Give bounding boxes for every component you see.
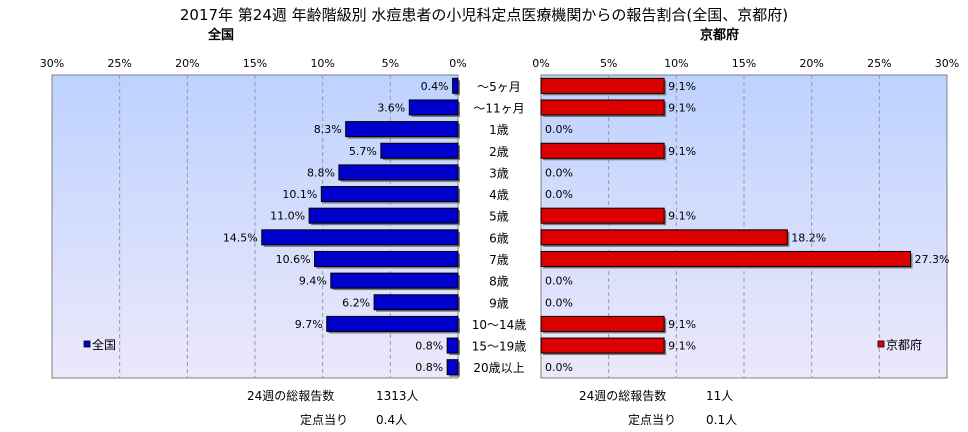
data-label-1-3: 9.1% <box>668 145 696 158</box>
data-label-1-7: 18.2% <box>791 231 826 244</box>
kyoto-total-label: 24週の総報告数 <box>579 389 667 403</box>
data-label-0-2: 8.3% <box>314 123 342 136</box>
kyoto-per-label: 定点当り <box>628 413 677 427</box>
category-label-5: 4歳 <box>489 188 509 202</box>
data-label-1-9: 0.0% <box>545 275 573 288</box>
tick-label-0-6: 30% <box>40 57 64 70</box>
national-per-label: 定点当り <box>300 413 349 427</box>
bar-1-8 <box>540 250 911 267</box>
bar-0-13 <box>446 359 459 376</box>
national-total-value: 1313人 <box>376 389 419 403</box>
category-label-2: 1歳 <box>489 123 509 137</box>
tick-label-0-0: 0% <box>449 57 466 70</box>
bar-0-12 <box>446 337 459 354</box>
category-label-7: 6歳 <box>489 231 509 245</box>
legend-label-0: 全国 <box>92 337 116 352</box>
category-label-13: 20歳以上 <box>473 361 524 375</box>
data-label-0-8: 10.6% <box>276 253 311 266</box>
national-total-label: 24週の総報告数 <box>247 389 335 403</box>
data-label-1-5: 0.0% <box>545 188 573 201</box>
bar-0-8 <box>314 250 459 267</box>
bar-0-2 <box>345 121 459 138</box>
data-label-0-10: 6.2% <box>342 296 370 309</box>
bar-1-0 <box>540 77 665 94</box>
data-label-0-9: 9.4% <box>299 275 327 288</box>
bar-0-1 <box>408 99 459 116</box>
data-label-1-13: 0.0% <box>545 361 573 374</box>
bar-0-0 <box>452 77 459 94</box>
bar-0-6 <box>308 207 459 224</box>
bar-1-11 <box>540 315 665 332</box>
bar-0-5 <box>320 186 459 203</box>
category-label-8: 7歳 <box>489 253 509 267</box>
data-label-0-4: 8.8% <box>307 166 335 179</box>
bar-1-3 <box>540 142 665 159</box>
left-panel-title: 全国 <box>208 28 235 43</box>
bar-1-12 <box>540 337 665 354</box>
legend-marker-1 <box>877 340 885 348</box>
tick-label-1-3: 15% <box>732 57 756 70</box>
bar-0-9 <box>330 272 459 289</box>
category-label-11: 10～14歳 <box>472 318 527 332</box>
tick-label-1-2: 10% <box>664 57 688 70</box>
bar-1-6 <box>540 207 665 224</box>
category-label-12: 15～19歳 <box>472 340 527 354</box>
bar-0-10 <box>373 294 459 311</box>
data-label-1-11: 9.1% <box>668 318 696 331</box>
data-label-1-6: 9.1% <box>668 210 696 223</box>
tick-label-1-6: 30% <box>935 57 959 70</box>
chart-title: 2017年 第24週 年齢階級別 水痘患者の小児科定点医療機関からの報告割合(全… <box>179 6 789 24</box>
tick-label-0-4: 20% <box>175 57 199 70</box>
data-label-1-8: 27.3% <box>914 253 949 266</box>
bar-0-4 <box>338 164 459 181</box>
data-label-1-12: 9.1% <box>668 340 696 353</box>
category-label-9: 8歳 <box>489 275 509 289</box>
tick-label-0-5: 25% <box>107 57 131 70</box>
legend-marker-0 <box>83 340 91 348</box>
data-label-0-3: 5.7% <box>349 145 377 158</box>
category-label-1: ～11ヶ月 <box>473 101 524 115</box>
bar-0-3 <box>380 142 459 159</box>
category-label-10: 9歳 <box>489 296 509 310</box>
category-label-0: ～5ヶ月 <box>477 80 521 94</box>
category-label-3: 2歳 <box>489 145 509 159</box>
tick-label-0-3: 15% <box>243 57 267 70</box>
data-label-1-10: 0.0% <box>545 296 573 309</box>
data-label-0-12: 0.8% <box>415 340 443 353</box>
legend-label-1: 京都府 <box>886 337 922 352</box>
data-label-1-4: 0.0% <box>545 166 573 179</box>
right-panel-title: 京都府 <box>700 28 740 43</box>
data-label-0-11: 9.7% <box>295 318 323 331</box>
tick-label-0-1: 5% <box>382 57 399 70</box>
data-label-0-1: 3.6% <box>377 101 405 114</box>
tick-label-1-5: 25% <box>867 57 891 70</box>
tick-label-0-2: 10% <box>310 57 334 70</box>
tick-label-1-1: 5% <box>600 57 617 70</box>
data-label-1-0: 9.1% <box>668 80 696 93</box>
data-label-1-1: 9.1% <box>668 101 696 114</box>
data-label-0-6: 11.0% <box>270 210 305 223</box>
data-label-0-7: 14.5% <box>223 231 258 244</box>
category-label-4: 3歳 <box>489 166 509 180</box>
kyoto-per-value: 0.1人 <box>706 413 738 427</box>
bar-1-1 <box>540 99 665 116</box>
tick-label-1-0: 0% <box>532 57 549 70</box>
bar-0-11 <box>326 315 459 332</box>
tick-label-1-4: 20% <box>799 57 823 70</box>
category-label-6: 5歳 <box>489 210 509 224</box>
data-label-0-13: 0.8% <box>415 361 443 374</box>
data-label-0-5: 10.1% <box>282 188 317 201</box>
bar-0-7 <box>261 229 459 246</box>
data-label-1-2: 0.0% <box>545 123 573 136</box>
kyoto-total-value: 11人 <box>706 389 734 403</box>
data-label-0-0: 0.4% <box>421 80 449 93</box>
national-per-value: 0.4人 <box>376 413 408 427</box>
bar-1-7 <box>540 229 788 246</box>
